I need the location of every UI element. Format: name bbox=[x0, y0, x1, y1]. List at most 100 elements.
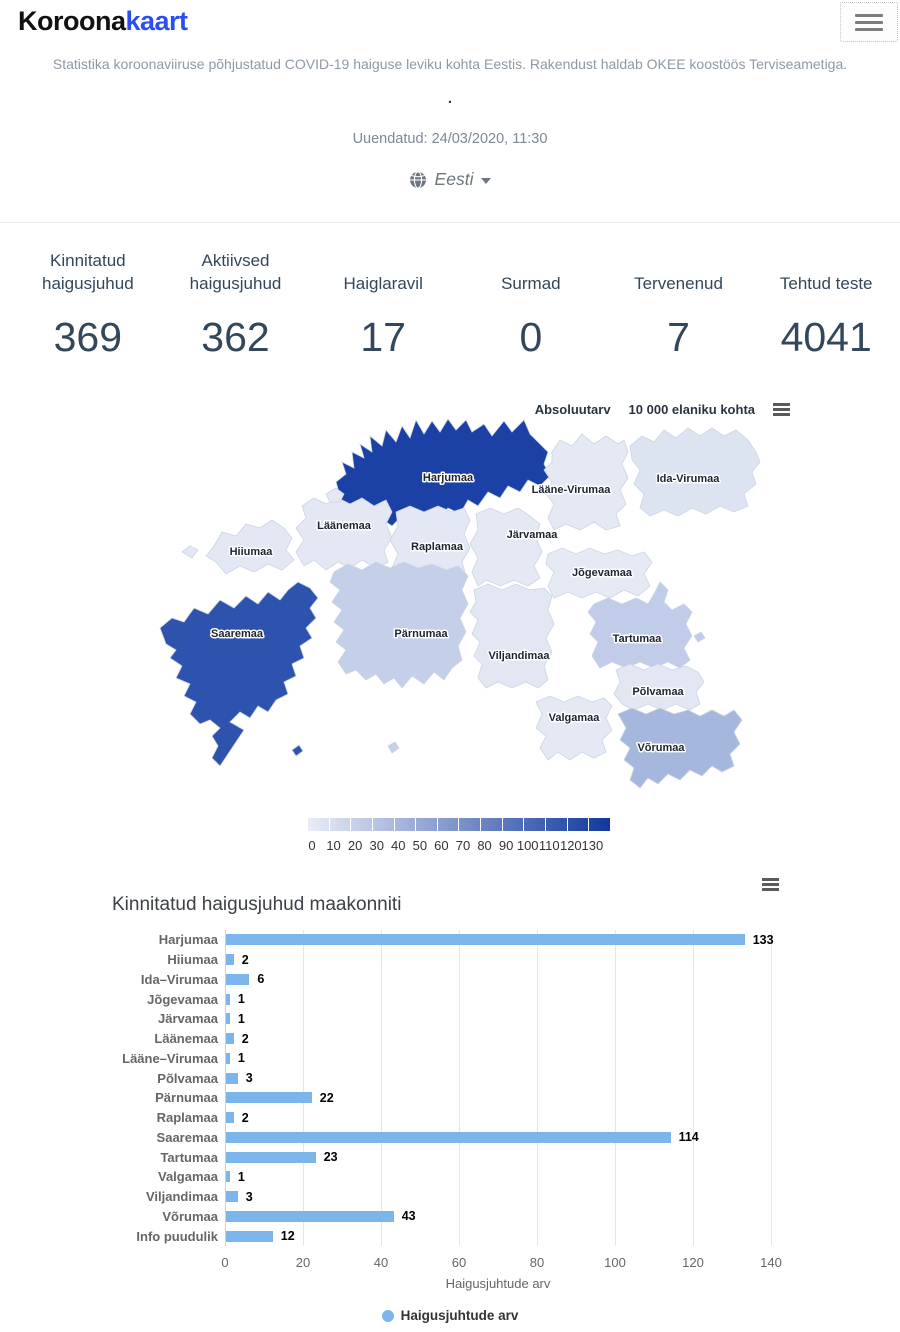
legend-cell bbox=[437, 818, 459, 831]
x-axis-tick-label: 80 bbox=[529, 1255, 545, 1270]
bar-row: Põlvamaa 3 bbox=[0, 1068, 790, 1088]
bar-track: 133 bbox=[225, 930, 774, 950]
bar-track: 1 bbox=[225, 989, 771, 1009]
chart-gridlines bbox=[225, 930, 772, 1246]
county-jogevamaa[interactable] bbox=[545, 547, 653, 599]
county-valgamaa[interactable] bbox=[535, 695, 613, 761]
bar[interactable] bbox=[226, 1131, 671, 1143]
county-viljandimaa[interactable] bbox=[469, 583, 555, 689]
bar-value-label: 2 bbox=[241, 1031, 249, 1046]
legend-cell bbox=[372, 818, 394, 831]
stat-label: Surmad bbox=[501, 274, 561, 294]
legend-tick-label: 130 bbox=[581, 838, 604, 853]
county-jarvamaa[interactable] bbox=[469, 507, 543, 587]
app-logo: Koroonakaart bbox=[18, 6, 188, 37]
category-label: Hiiumaa bbox=[167, 952, 218, 968]
legend-tick-label: 60 bbox=[434, 838, 449, 853]
navbar-toggle-button[interactable] bbox=[840, 2, 898, 42]
bar[interactable] bbox=[226, 1230, 273, 1242]
county-hiiumaa[interactable] bbox=[205, 519, 295, 575]
bar-track: 6 bbox=[225, 970, 771, 990]
bar-value-label: 6 bbox=[257, 972, 265, 987]
stat-value: 0 bbox=[519, 314, 543, 360]
logo-part-blue: kaart bbox=[125, 6, 189, 36]
bar-track: 2 bbox=[225, 1029, 771, 1049]
county-parnumaa[interactable] bbox=[329, 561, 469, 689]
bar[interactable] bbox=[226, 1151, 316, 1163]
bar-track: 23 bbox=[225, 1147, 771, 1167]
bar[interactable] bbox=[226, 934, 745, 946]
bar-value-label: 1 bbox=[237, 1011, 245, 1026]
county-laanemaa[interactable] bbox=[295, 497, 393, 571]
chart-title: Kinnitatud haigusjuhud maakonniti bbox=[112, 894, 402, 915]
category-label: Pärnumaa bbox=[155, 1090, 218, 1106]
bar[interactable] bbox=[226, 1210, 394, 1222]
bar[interactable] bbox=[226, 993, 230, 1005]
last-updated-text: Uuendatud: 24/03/2020, 11:30 bbox=[352, 131, 548, 147]
county-ida-virumaa[interactable] bbox=[629, 427, 761, 517]
county-polvamaa[interactable] bbox=[613, 663, 705, 711]
category-label: Jõgevamaa bbox=[147, 991, 218, 1007]
map-color-legend: 0 10 20 30 40 50 60 70 80 90 100 110 120 130 bbox=[308, 818, 610, 854]
bar[interactable] bbox=[226, 1092, 312, 1104]
islet-piirissaar bbox=[693, 631, 706, 643]
stat-recovered: Tervenenud 7 bbox=[605, 240, 753, 361]
county-tartumaa[interactable] bbox=[587, 581, 693, 669]
map-mode-absolute-button[interactable]: Absoluutarv bbox=[534, 402, 611, 417]
category-label: Läänemaa bbox=[154, 1031, 218, 1047]
bar-value-label: 2 bbox=[241, 1110, 249, 1125]
bar[interactable] bbox=[226, 1191, 238, 1203]
chevron-down-icon bbox=[481, 178, 492, 184]
estonia-map: Harjumaa Hiiumaa Ida-Virumaa Jõgevamaa J… bbox=[159, 418, 761, 789]
category-label: Tartumaa bbox=[160, 1149, 218, 1165]
category-label: Viljandimaa bbox=[145, 1189, 218, 1205]
bar[interactable] bbox=[226, 1013, 230, 1025]
legend-tick-label: 90 bbox=[498, 838, 514, 853]
x-axis-tick-label: 120 bbox=[682, 1255, 704, 1270]
chart-export-menu-icon[interactable] bbox=[762, 878, 779, 891]
bar-value-label: 43 bbox=[401, 1209, 416, 1224]
stat-value: 7 bbox=[667, 314, 690, 360]
map-mode-per10000-button[interactable]: 10 000 elaniku kohta bbox=[628, 402, 755, 417]
islet-vormsi bbox=[325, 487, 345, 503]
bar-value-label: 22 bbox=[319, 1090, 334, 1105]
bar-row: Tartumaa 23 bbox=[0, 1147, 790, 1167]
series-legend-item[interactable]: Haigusjuhtude arv bbox=[0, 1308, 900, 1323]
bar[interactable] bbox=[226, 973, 250, 985]
county-laane-virumaa[interactable] bbox=[543, 433, 629, 531]
stat-tests: Tehtud teste 4041 bbox=[752, 240, 900, 361]
language-selector[interactable]: Eesti bbox=[0, 169, 900, 190]
gridline bbox=[303, 930, 304, 1246]
bar[interactable] bbox=[226, 1112, 234, 1124]
category-label: Lääne–Virumaa bbox=[122, 1050, 218, 1066]
islet-ruhnu bbox=[291, 744, 304, 757]
globe-icon bbox=[409, 170, 427, 189]
bar[interactable] bbox=[226, 1072, 238, 1084]
map-export-menu-icon[interactable] bbox=[773, 403, 790, 416]
bar-track: 1 bbox=[225, 1009, 771, 1029]
bar-row: Läänemaa 2 bbox=[0, 1029, 790, 1049]
county-saaremaa[interactable] bbox=[159, 581, 319, 767]
county-vorumaa[interactable] bbox=[617, 707, 743, 789]
bar[interactable] bbox=[226, 954, 234, 966]
legend-tick-label: 80 bbox=[477, 838, 492, 853]
bar[interactable] bbox=[226, 1033, 234, 1045]
stat-value: 369 bbox=[53, 314, 123, 360]
bar-track: 1 bbox=[225, 1167, 771, 1187]
bar[interactable] bbox=[226, 1052, 230, 1064]
legend-cell bbox=[567, 818, 589, 831]
stat-active: Aktiivsed haigusjuhud 362 bbox=[162, 240, 310, 361]
legend-tick-label: 50 bbox=[412, 838, 428, 853]
legend-tick-label: 120 bbox=[559, 838, 582, 853]
bar[interactable] bbox=[226, 1171, 230, 1183]
legend-tick-label: 100 bbox=[516, 838, 539, 853]
gridline bbox=[693, 930, 694, 1246]
legend-tick-label: 110 bbox=[538, 838, 560, 853]
bar-track: 1 bbox=[225, 1049, 771, 1069]
category-label: Raplamaa bbox=[156, 1110, 218, 1126]
legend-tick-label: 10 bbox=[326, 838, 341, 853]
bar-track: 43 bbox=[225, 1207, 771, 1227]
legend-tick-label: 0 bbox=[308, 838, 316, 853]
county-map-section: Absoluutarv 10 000 elaniku kohta bbox=[0, 390, 900, 860]
